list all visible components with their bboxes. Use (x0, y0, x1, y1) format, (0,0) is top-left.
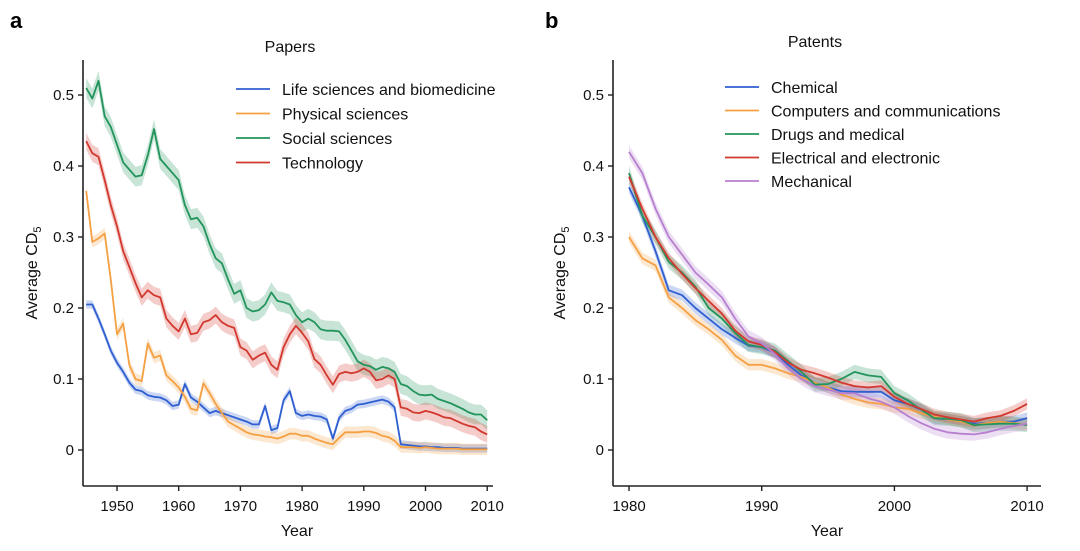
panel-a-y-label-subscript: 5 (32, 227, 44, 233)
confidence-band-technology (86, 132, 488, 443)
panel-a-y-ticks: 0 0.1 0.2 0.3 0.4 0.5 (53, 87, 83, 459)
y-tick-label: 0.2 (583, 300, 604, 317)
panel-letter-a: a (10, 8, 23, 33)
series-line-electrical-and-electronic (628, 176, 1028, 423)
y-tick-label: 0.5 (583, 87, 604, 104)
y-tick-label: 0.1 (53, 371, 74, 388)
panel-a: a Papers 00.10.20.30.40.5 1950 1960 1970 19… (10, 8, 504, 540)
legend-label-technology: Technology (282, 156, 363, 173)
panel-a-y-label: Average CD5 (24, 227, 44, 320)
x-tick-label: 1970 (224, 498, 257, 515)
panel-b-y-label-text: Average CD (552, 233, 569, 320)
panel-b: b Patents 0 0.1 0.2 0.3 0.4 0.5 1980 1990 2000 2… (545, 8, 1044, 540)
y-tick-label: 0.4 (583, 158, 604, 175)
x-tick-label: 2000 (878, 498, 911, 515)
y-tick-label: 0.3 (53, 229, 74, 246)
series-line-computers-and-communications (628, 236, 1028, 426)
x-tick-label: 1980 (612, 498, 645, 515)
panel-b-y-label: Average CD5 (552, 227, 572, 320)
legend-label-physical-sciences: Physical sciences (282, 107, 408, 124)
panel-b-lines (628, 151, 1028, 436)
confidence-band-electrical-and-electronic (629, 171, 1028, 428)
x-tick-label: 2010 (1010, 498, 1043, 515)
legend-label-life-sciences-and-biomedicine: Life sciences and biomedicine (282, 82, 496, 99)
legend-label-social-sciences: Social sciences (282, 131, 392, 148)
y-tick-label: 0.2 (53, 300, 74, 317)
confidence-band-drugs-and-medical (629, 166, 1028, 433)
panel-a-bands (86, 70, 488, 455)
y-tick-label: 0.1 (583, 371, 604, 388)
x-tick-label: 1990 (347, 498, 380, 515)
x-tick-label: 1990 (745, 498, 778, 515)
legend-label-computers-and-communications: Computers and communications (771, 104, 1000, 121)
series-line-technology (85, 140, 488, 436)
panel-b-x-ticks: 1980 1990 2000 2010 (612, 486, 1044, 515)
confidence-band-computers-and-communications (629, 231, 1028, 431)
series-line-life-sciences-and-biomedicine (86, 303, 488, 450)
x-tick-label: 2010 (471, 498, 504, 515)
series-line-physical-sciences (85, 190, 488, 451)
series-line-social-sciences (85, 79, 488, 421)
panel-b-title: Patents (788, 34, 842, 51)
panel-b-y-label-subscript: 5 (560, 227, 572, 233)
panel-b-bands (629, 145, 1028, 441)
panel-a-y-label-text: Average CD (24, 233, 41, 320)
panel-b-y-ticks: 0 0.1 0.2 0.3 0.4 0.5 (583, 87, 613, 459)
panel-b-x-label: Year (811, 523, 844, 540)
x-tick-label: 1980 (285, 498, 318, 515)
y-tick-label: 0.4 (53, 158, 74, 175)
panel-a-x-ticks: 1950 1960 1970 1980 1990 2000 2010 (100, 486, 504, 515)
panel-a-title: Papers (265, 39, 316, 56)
series-line-mechanical (628, 151, 1028, 436)
legend-label-drugs-and-medical: Drugs and medical (771, 127, 904, 144)
panel-a-legend: Life sciences and biomedicine Physical sc… (236, 82, 496, 173)
legend-label-chemical: Chemical (771, 80, 838, 97)
x-tick-label: 1960 (162, 498, 195, 515)
confidence-band-social-sciences (86, 70, 488, 431)
panel-a-x-label: Year (281, 523, 314, 540)
legend-label-electrical-and-electronic: Electrical and electronic (771, 151, 940, 168)
panel-a-lines (85, 79, 488, 451)
panel-b-legend: Chemical Computers and communications Drug… (725, 80, 1000, 191)
x-tick-label: 2000 (409, 498, 442, 515)
panel-letter-b: b (545, 8, 558, 33)
legend-label-mechanical: Mechanical (771, 174, 852, 191)
y-tick-label: 0.3 (583, 229, 604, 246)
x-tick-label: 1950 (100, 498, 133, 515)
y-tick-label: 0.5 (53, 87, 74, 104)
y-tick-label: 0 (66, 442, 74, 459)
y-tick-label: 0 (596, 442, 604, 459)
